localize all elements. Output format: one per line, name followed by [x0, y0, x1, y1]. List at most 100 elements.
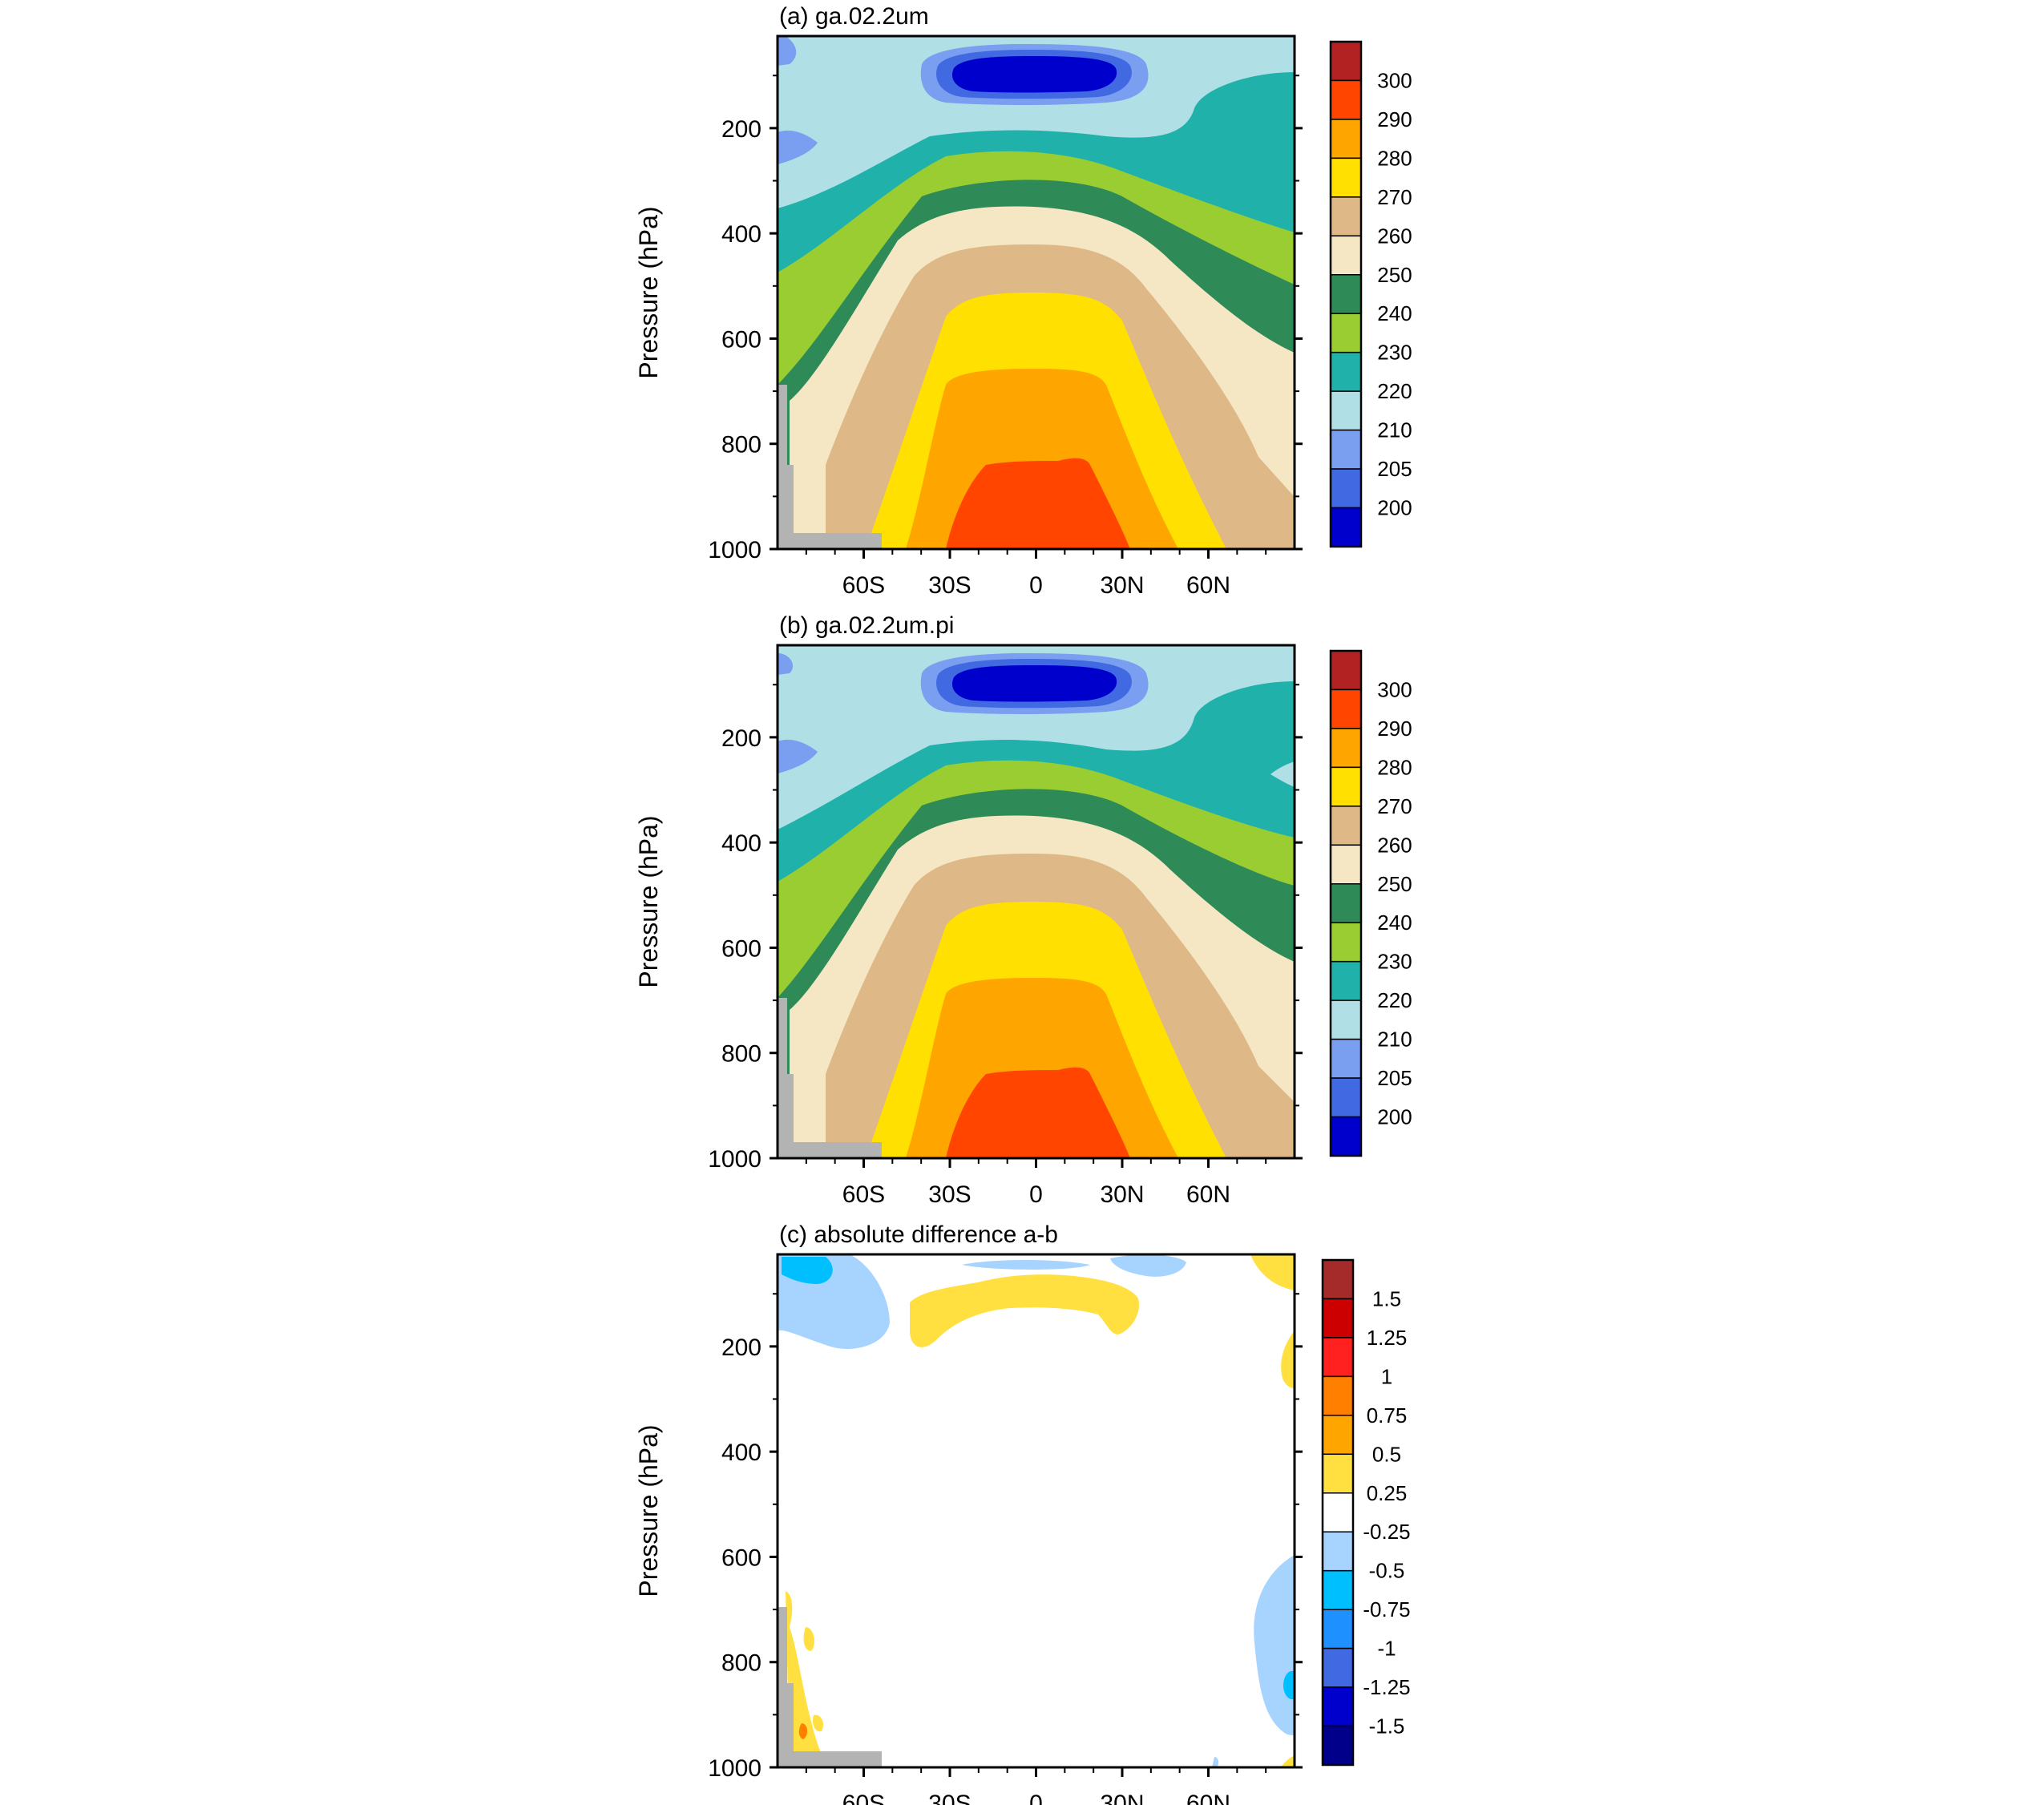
colorbar-label: 210 [1377, 418, 1412, 442]
colorbar-swatch [1322, 1686, 1354, 1727]
colorbar-swatch [1330, 1038, 1362, 1079]
colorbar-label: -0.25 [1363, 1520, 1410, 1544]
colorbar-swatch [1322, 1725, 1354, 1766]
panel-title-b: (b) ga.02.2um.pi [779, 612, 954, 639]
band-neg05-right-c [1283, 1671, 1295, 1699]
colorbar-label: 260 [1377, 224, 1412, 248]
x-tick-label: 60N [1186, 1181, 1230, 1208]
x-tick-label: 60N [1186, 572, 1230, 599]
x-tick-label: 30S [928, 1791, 971, 1805]
band-025-spot1-c [803, 1627, 814, 1651]
y-tick-label: 400 [721, 1440, 761, 1466]
band-290-a [946, 458, 1130, 549]
colorbar-swatch [1330, 196, 1362, 237]
colorbar-label: 300 [1377, 68, 1412, 92]
colorbar-swatch [1322, 1259, 1354, 1300]
colorbar-label: 205 [1377, 457, 1412, 481]
y-tick-label: 200 [721, 725, 761, 752]
colorbar-swatch [1330, 119, 1362, 160]
y-axis-label-a: Pressure (hPa) [634, 206, 663, 378]
band-neg025-bottom-c [1212, 1757, 1219, 1767]
contour-field-b [778, 645, 1295, 1158]
y-tick-label: 600 [721, 326, 761, 353]
colorbar-label: 220 [1377, 379, 1412, 403]
colorbar-swatch [1322, 1569, 1354, 1610]
panel-c: (c) absolute difference a-b Pressure (hP… [634, 1222, 1411, 1805]
x-tick-label: 0 [1029, 1791, 1043, 1805]
colorbar-label: 210 [1377, 1028, 1412, 1052]
colorbar-swatch [1330, 922, 1362, 963]
colorbar-swatch [1330, 274, 1362, 314]
colorbar-b: 300 290 280 270 260 250 240 230 220 210 205 200 [1329, 649, 1412, 1157]
band-025-lower-right-c [1281, 1755, 1295, 1767]
colorbar-swatch [1330, 844, 1362, 885]
colorbar-label: 200 [1377, 496, 1412, 520]
y-tick-label: 1000 [708, 537, 761, 563]
x-tick-label: 30N [1100, 1791, 1144, 1805]
colorbar-swatch [1330, 806, 1362, 846]
colorbar-label: -0.75 [1363, 1597, 1410, 1621]
colorbar-label: 1.25 [1367, 1326, 1408, 1350]
colorbar-swatch [1330, 235, 1362, 276]
band-205-edge-b [778, 653, 794, 675]
x-axis-ticks-b: 60S 30S 0 30N 60N [805, 1158, 1267, 1208]
colorbar-swatch [1330, 79, 1362, 120]
x-tick-label: 30S [928, 572, 971, 599]
colorbar-frame [1329, 649, 1363, 1157]
band-205-left-a [778, 130, 818, 164]
colorbar-swatch [1322, 1609, 1354, 1650]
colorbar-label: 230 [1377, 341, 1412, 365]
colorbar-swatch [1322, 1337, 1354, 1378]
x-axis-ticks-c: 60S 30S 0 30N 60N [805, 1767, 1267, 1805]
colorbar-label: 200 [1377, 1105, 1412, 1129]
y-axis-label-b: Pressure (hPa) [634, 815, 663, 987]
colorbar-swatch [1330, 650, 1362, 691]
y-tick-label: 800 [721, 1650, 761, 1677]
x-tick-label: 30N [1100, 1181, 1144, 1208]
y-tick-label: 400 [721, 221, 761, 248]
y-axis-label-c: Pressure (hPa) [634, 1424, 663, 1597]
colorbar-c: 1.5 1.25 1 0.75 0.5 0.25 -0.25 -0.5 -0.75 -1 -1.25… [1321, 1258, 1411, 1767]
colorbar-swatch [1322, 1415, 1354, 1456]
x-tick-label: 60N [1186, 1791, 1230, 1805]
colorbar-label: -0.5 [1369, 1559, 1405, 1583]
colorbar-label: 230 [1377, 950, 1412, 974]
x-tick-label: 0 [1029, 1181, 1043, 1208]
colorbar-label: 300 [1377, 677, 1412, 701]
x-tick-label: 0 [1029, 572, 1043, 599]
y-tick-label: 200 [721, 116, 761, 143]
colorbar-label: 240 [1377, 301, 1412, 325]
y-tick-label: 200 [721, 1335, 761, 1361]
colorbar-swatch [1330, 507, 1362, 547]
colorbar-swatch [1330, 468, 1362, 509]
missing-terrain-b [778, 998, 882, 1158]
colorbar-swatch [1330, 390, 1362, 431]
colorbar-swatch [1322, 1298, 1354, 1339]
colorbar-swatch [1322, 1453, 1354, 1494]
panel-title-a: (a) ga.02.2um [779, 3, 929, 30]
y-tick-label: 600 [721, 1545, 761, 1571]
panel-title-c: (c) absolute difference a-b [779, 1222, 1058, 1248]
colorbar-label: 270 [1377, 185, 1412, 209]
colorbar-frame [1329, 40, 1363, 548]
x-tick-label: 30N [1100, 572, 1144, 599]
y-axis-ticks-b: 200 400 600 800 1000 [708, 684, 1303, 1173]
band-290-b [946, 1067, 1130, 1158]
colorbar-label: 250 [1377, 872, 1412, 896]
y-tick-label: 1000 [708, 1146, 761, 1173]
y-axis-ticks-c: 200 400 600 800 1000 [708, 1293, 1303, 1782]
y-tick-label: 400 [721, 830, 761, 857]
colorbar-label: -1.25 [1363, 1675, 1410, 1699]
colorbar-swatch [1330, 313, 1362, 353]
colorbar-swatch [1322, 1531, 1354, 1572]
panel-b: (b) ga.02.2um.pi Pressure (hPa) 200 400 60… [634, 612, 1412, 1208]
colorbar-swatch [1322, 1375, 1354, 1416]
colorbar-label: 290 [1377, 717, 1412, 741]
colorbar-label: 1 [1381, 1364, 1392, 1388]
colorbar-label: 205 [1377, 1066, 1412, 1090]
x-tick-label: 60S [842, 1791, 885, 1805]
band-025-spot2-c [813, 1714, 823, 1732]
colorbar-label: 220 [1377, 988, 1412, 1012]
colorbar-label: 0.5 [1372, 1442, 1401, 1466]
